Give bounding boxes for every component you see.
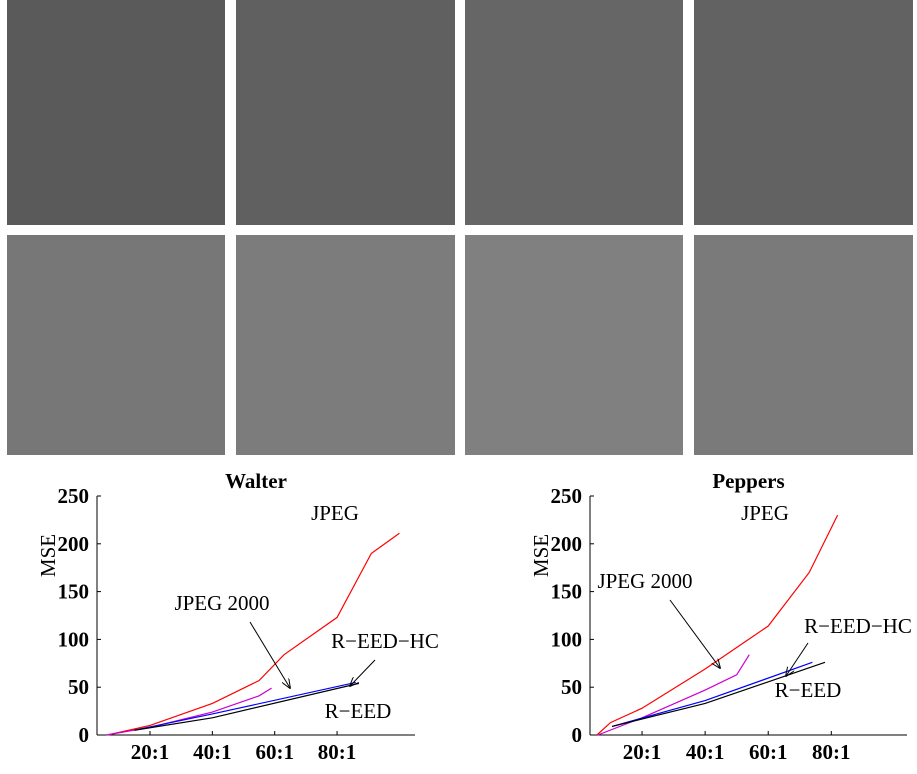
y-tick-label: 250 bbox=[58, 484, 90, 508]
chart-title: Walter bbox=[225, 469, 287, 493]
chart-title: Peppers bbox=[712, 469, 784, 493]
photo bbox=[7, 0, 225, 225]
annotation-arrow bbox=[249, 621, 290, 688]
y-tick-label: 50 bbox=[68, 675, 89, 699]
y-axis-label: MSE bbox=[529, 534, 553, 577]
annotation-arrow bbox=[786, 642, 809, 676]
annotation: JPEG bbox=[741, 501, 789, 525]
x-tick-label: 80:1 bbox=[318, 740, 357, 764]
y-tick-label: 0 bbox=[572, 723, 583, 747]
x-tick-label: 40:1 bbox=[686, 740, 725, 764]
x-tick-label: 20:1 bbox=[623, 740, 662, 764]
photo bbox=[236, 235, 455, 455]
x-tick-label: 60:1 bbox=[749, 740, 788, 764]
line-series bbox=[134, 681, 356, 731]
annotation: JPEG 2000 bbox=[597, 569, 692, 593]
x-tick-label: 20:1 bbox=[131, 740, 170, 764]
y-tick-label: 200 bbox=[58, 532, 90, 556]
photo bbox=[7, 235, 225, 455]
photo bbox=[465, 235, 683, 455]
annotation-arrow bbox=[350, 659, 376, 686]
line-series bbox=[134, 682, 360, 731]
image-grid bbox=[7, 0, 913, 455]
annotation: R−EED bbox=[775, 678, 842, 702]
y-tick-label: 150 bbox=[58, 580, 90, 604]
photo bbox=[465, 0, 683, 225]
y-tick-label: 0 bbox=[79, 723, 90, 747]
x-tick-label: 60:1 bbox=[255, 740, 294, 764]
photo bbox=[694, 235, 913, 455]
annotation: JPEG 2000 bbox=[174, 591, 269, 615]
x-tick-label: 80:1 bbox=[812, 740, 851, 764]
y-tick-label: 50 bbox=[561, 675, 582, 699]
y-tick-label: 200 bbox=[551, 532, 583, 556]
y-axis-label: MSE bbox=[36, 534, 60, 577]
annotation: R−EED bbox=[325, 699, 392, 723]
annotation: R−EED−HC bbox=[804, 614, 912, 638]
line-series bbox=[596, 514, 839, 736]
y-tick-label: 150 bbox=[551, 580, 583, 604]
photo bbox=[694, 0, 913, 225]
photo bbox=[236, 0, 455, 225]
line-series bbox=[611, 661, 813, 727]
line-series bbox=[107, 532, 400, 736]
line-series bbox=[597, 654, 750, 736]
y-tick-label: 250 bbox=[551, 484, 583, 508]
x-tick-label: 40:1 bbox=[193, 740, 232, 764]
y-tick-label: 100 bbox=[551, 627, 583, 651]
annotation-arrow bbox=[669, 599, 720, 668]
annotation: JPEG bbox=[311, 501, 359, 525]
y-tick-label: 100 bbox=[58, 627, 90, 651]
annotation: R−EED−HC bbox=[331, 629, 439, 653]
